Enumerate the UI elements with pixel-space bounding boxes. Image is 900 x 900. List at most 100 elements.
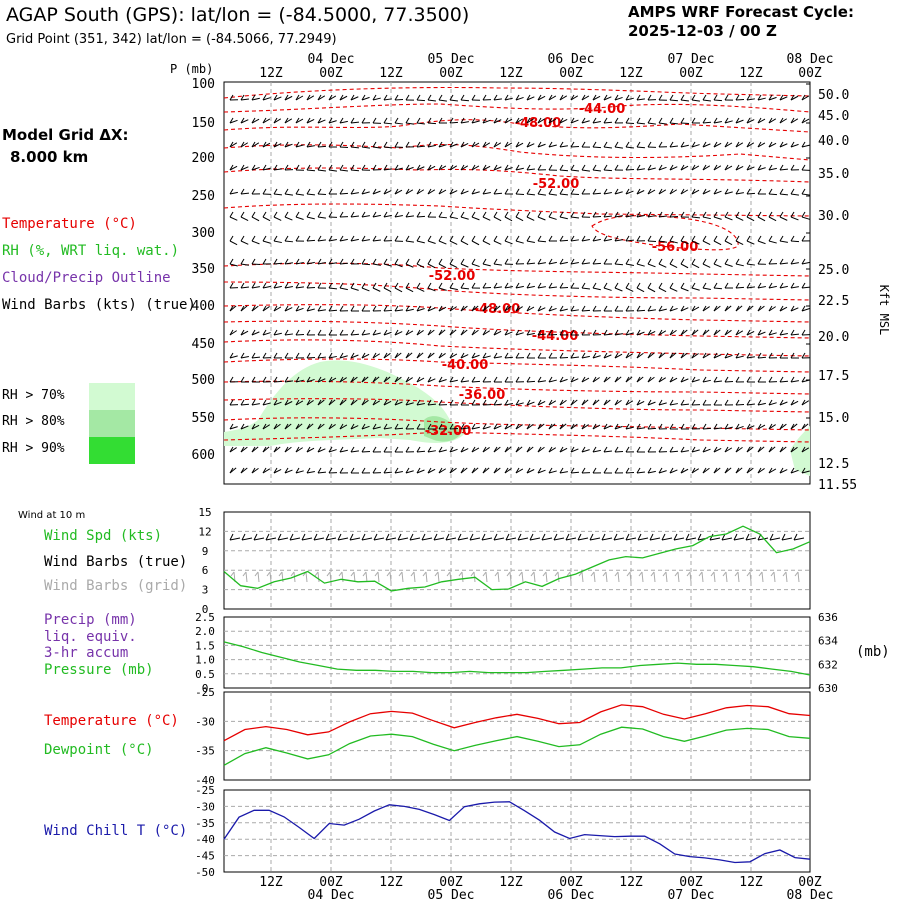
wind-barb-feather	[658, 211, 663, 218]
wind-barb-feather	[625, 235, 630, 242]
wind-barb-shaft	[449, 427, 459, 430]
bottom-date-label: 07 Dec	[668, 888, 715, 900]
wind10m-barb-true-feather	[733, 533, 738, 541]
wind-barb-feather	[603, 164, 608, 171]
wind-barb-shaft	[471, 240, 480, 246]
wind10m-barb-true-feather	[349, 533, 354, 541]
wind-barb-feather	[317, 352, 322, 359]
wind-barb-feather	[515, 258, 520, 265]
wind-barb-feather	[251, 188, 256, 195]
wind-barb-feather	[361, 141, 366, 148]
wind-barb-shaft	[691, 379, 700, 383]
wind-barb-shaft	[537, 307, 546, 312]
wind-barb-feather	[592, 117, 597, 124]
wind-barb-shaft	[262, 240, 271, 244]
wind-barb-feather	[416, 211, 421, 218]
wind-barb-feather	[614, 164, 619, 171]
pressure-line	[223, 641, 811, 676]
wind-barb-feather	[383, 329, 388, 336]
bottom-date-label: 05 Dec	[428, 888, 475, 900]
wind-barb-shaft	[361, 333, 370, 336]
wind-barb-shaft	[493, 330, 502, 336]
wind-barb-feather	[383, 188, 388, 195]
wind-barb-feather	[603, 282, 608, 289]
wind-barb-shaft	[548, 144, 557, 148]
wind-barb-shaft	[669, 189, 678, 195]
pressure-ytick: 630	[818, 682, 838, 695]
wind-barb-feather	[350, 282, 355, 289]
wind-barb-shaft	[229, 216, 238, 221]
wind-barb-feather	[592, 258, 597, 265]
wind-barb-feather	[493, 258, 498, 265]
wind-barb-feather	[581, 188, 586, 195]
wind-barb-feather	[251, 329, 256, 336]
wind-barb-shaft	[394, 167, 403, 171]
wind-barb-feather	[713, 188, 718, 195]
wind-barb-shaft	[548, 216, 557, 220]
wind-barb-feather	[548, 376, 553, 383]
wind-barb-feather	[460, 141, 465, 148]
wind-barb-shaft	[515, 468, 524, 474]
wind-barb-shaft	[328, 377, 337, 383]
wind-barb-feather	[713, 423, 718, 430]
wind-barb-feather	[801, 399, 806, 406]
wind10m-barb-true-feather	[481, 533, 486, 541]
wind-barb-feather	[482, 258, 487, 265]
wind-barb-shaft	[427, 122, 437, 125]
wind-barb-shaft	[383, 309, 393, 312]
wind-barb-feather	[394, 188, 399, 195]
wind-barb-feather	[724, 258, 729, 265]
wind-barb-feather	[306, 305, 311, 312]
wind-barb-feather	[350, 423, 355, 430]
wind-barb-feather	[449, 117, 454, 124]
wind-barb-shaft	[680, 263, 689, 269]
wind-barb-feather	[240, 117, 245, 124]
wind-barb-feather	[570, 305, 575, 312]
wind10m-barb-true	[757, 537, 769, 541]
wind-barb-feather	[658, 258, 663, 265]
wind-barb-shaft	[427, 403, 437, 406]
wind-barb-shaft	[658, 122, 667, 125]
wind10m-barb-grid-feather	[230, 571, 235, 577]
wind-barb-feather	[735, 282, 740, 289]
wind-barb-feather	[647, 94, 652, 101]
wind-barb-feather	[790, 399, 795, 406]
wind-barb-shaft	[262, 216, 271, 222]
wind-barb-shaft	[603, 146, 613, 149]
wind-barb-feather	[361, 467, 366, 474]
wind-barb-feather	[240, 305, 245, 312]
wind-barb-feather	[592, 164, 597, 171]
wind-barb-feather	[273, 235, 278, 242]
wind10m-barb-true-feather	[613, 533, 618, 541]
wind-barb-feather	[801, 282, 806, 289]
wind-barb-feather	[493, 305, 498, 312]
wind-barb-shaft	[405, 330, 414, 336]
wind-barb-feather	[383, 211, 388, 218]
wind-barb-shaft	[493, 142, 502, 148]
wind-barb-shaft	[284, 286, 293, 289]
wind-barb-feather	[592, 211, 597, 218]
wind10m-barb-grid	[761, 571, 764, 583]
wind-barb-feather	[273, 399, 278, 406]
wind-barb-feather	[504, 446, 509, 453]
wind-barb-feather	[779, 258, 784, 265]
wind-barb-feather	[306, 141, 311, 148]
wind-barb-shaft	[779, 240, 788, 243]
wind-barb-feather	[229, 399, 234, 406]
top-time-tick: 00Z	[559, 66, 583, 81]
wind-barb-feather	[614, 141, 619, 148]
wind-barb-feather	[636, 211, 641, 218]
wind-barb-feather	[790, 211, 795, 218]
wind-barb-shaft	[416, 240, 425, 244]
wind-barb-shaft	[493, 119, 502, 124]
wind10m-barb-grid	[569, 571, 572, 583]
wind-barb-feather	[790, 376, 795, 383]
legend-rh90-label: RH > 90%	[2, 441, 65, 456]
wind-barb-shaft	[504, 467, 512, 474]
wind-barb-shaft	[449, 190, 458, 195]
wind10m-barb-grid-feather	[566, 571, 571, 577]
wind-barb-feather	[251, 235, 256, 242]
wind-barb-shaft	[669, 307, 678, 312]
wind-barb-shaft	[328, 120, 337, 124]
wind10m-barb-grid-feather	[710, 571, 715, 577]
